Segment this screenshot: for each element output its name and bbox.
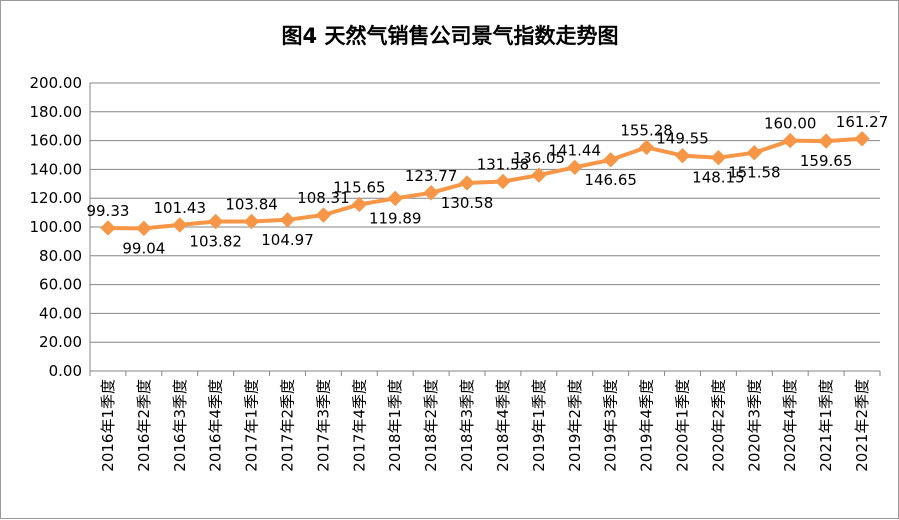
y-tick-label: 60.00 <box>39 276 82 294</box>
data-point-marker <box>818 133 834 149</box>
x-tick-label: 2018年3季度 <box>458 379 476 472</box>
data-point-marker <box>602 152 619 168</box>
x-tick-label: 2017年4季度 <box>350 379 368 472</box>
data-point-marker <box>172 217 188 233</box>
data-label: 131.58 <box>477 156 530 174</box>
data-point-marker <box>495 173 511 190</box>
series-line-path <box>106 136 864 231</box>
data-label: 99.33 <box>86 202 129 220</box>
data-label: 101.43 <box>154 199 207 217</box>
data-point-markers <box>100 131 870 237</box>
data-point-marker <box>207 213 224 230</box>
data-label: 141.44 <box>549 141 602 159</box>
data-point-marker <box>567 159 583 176</box>
x-tick-label: 2016年1季度 <box>99 379 117 472</box>
data-label: 161.27 <box>836 113 889 131</box>
data-point-marker <box>531 167 547 183</box>
data-point-marker <box>315 207 332 223</box>
x-tick-labels: 2016年1季度 2016年2季度 2016年3季度 2016年4季度 2017年1季度… <box>99 379 871 472</box>
y-tick-label: 100.00 <box>30 218 83 236</box>
data-label: 160.00 <box>764 115 817 133</box>
data-point-marker <box>243 213 260 230</box>
x-tick-label: 2021年2季度 <box>853 379 871 472</box>
x-tick-label: 2016年2季度 <box>135 379 153 472</box>
data-labels: 99.33 99.04 101.43 103.82 103.84 104.97 108.31… <box>86 113 888 258</box>
data-label: 108.31 <box>297 189 350 207</box>
y-tick-label: 200.00 <box>30 74 83 92</box>
y-tick-label: 180.00 <box>30 103 83 121</box>
data-point-marker <box>674 147 691 164</box>
data-label: 148.15 <box>692 169 745 187</box>
data-label: 119.89 <box>369 209 422 227</box>
y-tick-label: 160.00 <box>30 132 83 150</box>
x-tick-label: 2020年3季度 <box>745 379 763 472</box>
x-tick-label: 2019年3季度 <box>602 379 620 472</box>
data-point-marker <box>782 132 798 149</box>
data-label: 149.55 <box>656 130 709 148</box>
y-tick-label: 40.00 <box>39 304 82 322</box>
data-point-marker <box>746 145 763 161</box>
axes <box>89 83 881 376</box>
y-tick-label: 0.00 <box>49 362 82 380</box>
data-label: 151.58 <box>728 164 781 182</box>
x-tick-label: 2018年2季度 <box>422 379 440 472</box>
data-label: 123.77 <box>405 167 458 185</box>
x-tick-label: 2020年1季度 <box>674 379 692 472</box>
data-point-marker <box>638 139 655 156</box>
x-tick-label: 2019年4季度 <box>638 379 656 472</box>
x-tick-label: 2017年2季度 <box>279 379 297 472</box>
data-point-marker <box>136 220 152 237</box>
y-tick-label: 120.00 <box>30 189 83 207</box>
x-tick-label: 2016年4季度 <box>207 379 225 472</box>
y-tick-labels: 0.00 20.00 40.00 60.00 80.00 100.00 120.00 140.… <box>30 74 83 380</box>
x-tick-label: 2019年2季度 <box>566 379 584 472</box>
gridlines <box>90 82 880 343</box>
x-tick-label: 2017年1季度 <box>243 379 261 472</box>
data-point-marker <box>459 175 475 191</box>
data-point-marker <box>423 185 439 201</box>
x-tick-label: 2018年1季度 <box>386 379 404 472</box>
data-point-marker <box>710 149 727 166</box>
data-point-marker <box>854 131 870 147</box>
data-label: 130.58 <box>441 194 494 212</box>
x-tick-label: 2020年2季度 <box>709 379 727 472</box>
data-label: 99.04 <box>122 239 165 257</box>
y-tick-label: 20.00 <box>39 333 82 351</box>
data-label: 155.28 <box>620 121 673 139</box>
data-point-marker <box>387 190 403 207</box>
data-point-marker <box>100 220 116 236</box>
series-line <box>106 136 864 231</box>
x-tick-label: 2021年1季度 <box>817 379 835 472</box>
y-tick-label: 140.00 <box>30 160 83 178</box>
data-label: 104.97 <box>261 231 314 249</box>
x-tick-label: 2019年1季度 <box>530 379 548 472</box>
data-point-marker <box>279 212 296 228</box>
chart-title: 图4 天然气销售公司景气指数走势图 <box>282 24 619 48</box>
data-label: 159.65 <box>800 152 853 170</box>
data-label: 103.82 <box>189 232 242 250</box>
data-label: 115.65 <box>333 178 386 196</box>
y-tick-label: 80.00 <box>39 247 82 265</box>
data-label: 146.65 <box>584 171 637 189</box>
data-point-marker <box>351 196 368 213</box>
x-tick-label: 2020年4季度 <box>781 379 799 472</box>
x-tick-label: 2016年3季度 <box>171 379 189 472</box>
data-label: 136.05 <box>513 149 566 167</box>
data-label: 103.84 <box>225 195 278 213</box>
x-tick-label: 2017年3季度 <box>314 379 332 472</box>
x-tick-label: 2018年4季度 <box>494 379 512 472</box>
